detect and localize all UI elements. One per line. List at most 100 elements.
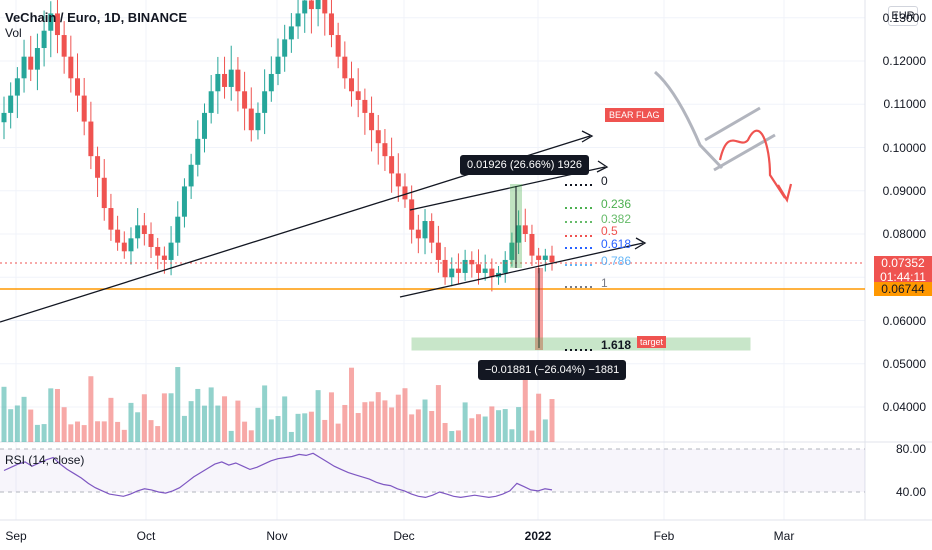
rsi-line	[3, 452, 553, 499]
candle-body	[349, 78, 355, 92]
candle-body	[449, 268, 455, 278]
candle-body	[362, 99, 368, 113]
candle-body	[148, 234, 154, 247]
candle-body	[68, 56, 74, 79]
candle-body	[509, 242, 515, 260]
candle-body	[462, 259, 468, 273]
volume-bar	[34, 424, 40, 442]
volume-bar	[462, 402, 468, 442]
volume-bar	[95, 421, 101, 442]
volume-bar	[509, 429, 515, 442]
candle-body	[175, 216, 181, 243]
volume-bar	[268, 419, 274, 442]
candle-body	[34, 48, 40, 70]
volume-bar	[415, 409, 421, 442]
volume-bar	[181, 415, 187, 442]
candle-body	[475, 264, 481, 273]
fib-level-0382: 0.382	[601, 212, 632, 226]
volume-bar	[128, 402, 134, 442]
volume-bar	[429, 410, 435, 442]
time-label-sep: Sep	[5, 529, 27, 543]
time-label-nov: Nov	[266, 529, 288, 543]
volume-bar	[81, 425, 87, 442]
volume-bar	[101, 421, 107, 442]
candle-body	[422, 221, 428, 239]
candle-body	[282, 39, 288, 57]
arrow-head	[634, 237, 647, 250]
candle-body	[128, 238, 134, 252]
candle-body	[375, 130, 381, 144]
volume-bar	[175, 367, 181, 442]
candle-body	[161, 255, 167, 260]
volume-bar	[442, 422, 448, 442]
volume-bar	[275, 415, 281, 442]
drawings	[0, 70, 865, 351]
candles	[1, 0, 555, 292]
volume-bar	[222, 396, 228, 442]
candle-body	[489, 268, 495, 278]
candle-body	[14, 78, 20, 96]
volume-bar	[121, 429, 127, 442]
currency-button[interactable]: EUR	[888, 6, 918, 26]
candle-body	[61, 35, 67, 57]
sketch-flag	[654, 70, 776, 172]
rsi-band	[0, 449, 865, 492]
volume-bar	[489, 406, 495, 442]
volume-bar	[248, 430, 254, 442]
candle-body	[322, 0, 328, 14]
time-label-feb: Feb	[653, 529, 675, 543]
candle-body	[402, 186, 408, 200]
volume-bar	[322, 419, 328, 442]
volume-bar	[475, 414, 481, 442]
candle-body	[529, 234, 535, 256]
candle-body	[415, 229, 421, 239]
candle-body	[342, 56, 348, 79]
price-tick: 0.13000	[882, 10, 926, 25]
fib-level-0: 0	[601, 174, 608, 188]
volume-bar	[48, 388, 54, 442]
target-zone	[411, 337, 751, 351]
volume-bar	[282, 396, 288, 442]
current-price-badge: 0.07352 01:44:11	[874, 256, 932, 284]
candle-body	[482, 268, 488, 273]
volume-bar	[208, 387, 214, 442]
candle-body	[181, 186, 187, 217]
sketch-red-path	[718, 129, 786, 199]
candle-body	[435, 242, 441, 260]
candle-body	[115, 229, 121, 243]
candle-body	[542, 255, 548, 260]
volume-bar	[54, 388, 60, 442]
candle-body	[242, 91, 248, 109]
candle-body	[235, 69, 241, 92]
candle-body	[536, 255, 542, 260]
candle-body	[455, 268, 461, 273]
fib-level-0786: 0.786	[601, 254, 632, 268]
channel-bottom	[399, 242, 644, 298]
candle-body	[222, 73, 228, 87]
volume-bar	[228, 430, 234, 442]
volume-bar	[168, 393, 174, 442]
volume-bar	[41, 424, 47, 442]
rsi-tick-40: 40.00	[895, 485, 926, 499]
volume-bar	[21, 396, 27, 442]
candle-body	[188, 164, 194, 187]
fib-level-1618: 1.618	[601, 338, 632, 352]
volume-bar	[115, 421, 121, 442]
volume-bar	[369, 401, 375, 442]
candle-body	[502, 259, 508, 273]
volume-bar	[88, 376, 94, 442]
candle-body	[155, 246, 161, 256]
candle-body	[335, 35, 341, 57]
volume-bar	[195, 388, 201, 442]
volume-bar	[161, 393, 167, 442]
volume-bar	[315, 390, 321, 442]
volume-bar	[342, 404, 348, 442]
candle-body	[248, 108, 254, 131]
price-tick: 0.10000	[882, 140, 926, 155]
price-tick: 0.09000	[882, 183, 926, 198]
horizontal-line-price: 0.06744	[874, 282, 932, 296]
candle-body	[302, 0, 308, 14]
candle-body	[275, 56, 281, 74]
volume-bar	[389, 407, 395, 442]
